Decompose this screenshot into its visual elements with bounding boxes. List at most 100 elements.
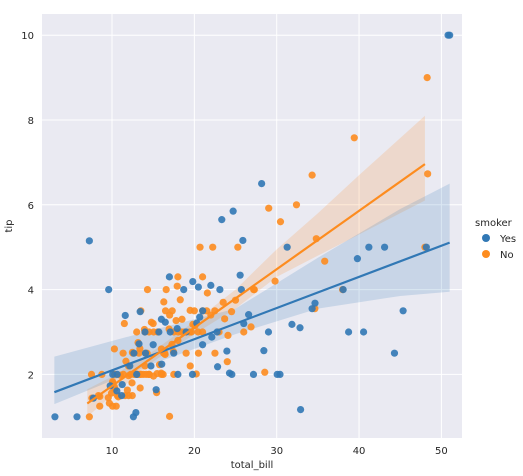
data-point-yes bbox=[189, 277, 197, 286]
data-point-yes bbox=[345, 328, 353, 336]
data-point-no bbox=[182, 349, 190, 357]
data-point-yes bbox=[147, 362, 155, 370]
data-point-yes bbox=[118, 380, 126, 389]
x-tick-label: 50 bbox=[435, 446, 448, 457]
data-point-no bbox=[321, 257, 329, 265]
data-point-no bbox=[87, 370, 96, 378]
data-point-yes bbox=[237, 286, 245, 294]
x-axis-label: total_bill bbox=[231, 460, 274, 471]
data-point-no bbox=[203, 289, 211, 297]
data-point-yes bbox=[130, 349, 138, 357]
data-point-yes bbox=[260, 347, 268, 355]
data-point-yes bbox=[308, 305, 316, 313]
data-point-no bbox=[105, 399, 113, 407]
data-point-no bbox=[136, 384, 144, 392]
data-point-yes bbox=[239, 236, 247, 245]
data-point-yes bbox=[198, 341, 207, 349]
data-point-yes bbox=[170, 349, 178, 357]
x-tick-label: 30 bbox=[270, 446, 283, 457]
data-point-yes bbox=[129, 413, 138, 421]
data-point-no bbox=[423, 74, 431, 82]
data-point-no bbox=[162, 286, 170, 294]
data-point-yes bbox=[296, 324, 304, 332]
data-point-no bbox=[176, 296, 184, 304]
data-point-yes bbox=[135, 340, 143, 348]
data-point-yes bbox=[229, 207, 237, 215]
data-point-no bbox=[104, 394, 112, 402]
data-point-yes bbox=[258, 180, 266, 188]
data-point-yes bbox=[141, 328, 149, 336]
data-point-yes bbox=[311, 299, 319, 307]
data-point-yes bbox=[113, 387, 121, 395]
data-point-yes bbox=[85, 237, 93, 245]
x-tick-label: 20 bbox=[188, 446, 201, 457]
regression-line-yes bbox=[53, 241, 451, 394]
data-point-yes bbox=[158, 360, 166, 368]
data-point-yes bbox=[339, 286, 347, 294]
data-point-no bbox=[265, 204, 273, 212]
data-point-no bbox=[161, 307, 170, 315]
legend-title: smoker bbox=[475, 218, 513, 229]
data-point-yes bbox=[444, 31, 452, 39]
data-point-no bbox=[174, 273, 182, 281]
data-point-yes bbox=[216, 286, 224, 294]
data-point-no bbox=[178, 315, 186, 323]
data-point-no bbox=[186, 362, 194, 370]
legend: smoker Yes No bbox=[475, 218, 516, 261]
data-point-no bbox=[149, 319, 157, 328]
data-point-no bbox=[165, 412, 174, 420]
data-point-yes bbox=[105, 286, 113, 294]
data-point-no bbox=[240, 328, 248, 336]
data-point-yes bbox=[283, 243, 291, 251]
data-point-no bbox=[234, 243, 242, 251]
data-point-yes bbox=[223, 347, 231, 355]
data-point-no bbox=[224, 331, 232, 339]
data-point-no bbox=[119, 349, 127, 357]
data-point-yes bbox=[213, 363, 222, 371]
data-point-no bbox=[133, 328, 141, 336]
data-point-yes bbox=[109, 370, 117, 378]
data-point-yes bbox=[133, 370, 141, 378]
data-point-yes bbox=[136, 308, 144, 316]
data-point-yes bbox=[149, 341, 157, 349]
x-tick-label: 40 bbox=[353, 446, 366, 457]
data-point-no bbox=[172, 316, 180, 325]
data-point-no bbox=[271, 277, 279, 285]
y-tick-label: 4 bbox=[28, 286, 34, 297]
data-point-yes bbox=[353, 255, 362, 263]
legend-marker-no bbox=[482, 250, 490, 258]
data-point-no bbox=[198, 273, 207, 281]
data-point-yes bbox=[207, 281, 215, 289]
data-point-yes bbox=[196, 313, 204, 321]
data-point-no bbox=[198, 328, 207, 336]
tick-labels: 10 20 30 40 50 2 4 6 8 10 bbox=[21, 31, 448, 457]
data-point-no bbox=[424, 170, 432, 178]
data-point-no bbox=[194, 349, 203, 357]
data-point-no bbox=[96, 402, 104, 410]
data-point-yes bbox=[165, 273, 173, 281]
data-point-no bbox=[173, 282, 181, 290]
data-point-yes bbox=[359, 328, 368, 336]
data-point-no bbox=[223, 358, 231, 366]
data-point-no bbox=[308, 171, 316, 179]
y-axis-label: tip bbox=[4, 219, 15, 232]
data-point-yes bbox=[245, 311, 253, 319]
data-point-yes bbox=[249, 370, 258, 378]
data-point-no bbox=[120, 319, 128, 328]
data-point-yes bbox=[180, 286, 188, 294]
data-point-yes bbox=[157, 315, 166, 323]
data-point-yes bbox=[399, 307, 407, 315]
data-point-yes bbox=[73, 413, 81, 421]
data-point-no bbox=[350, 134, 358, 142]
data-point-no bbox=[190, 307, 198, 315]
data-point-no bbox=[209, 243, 217, 251]
data-point-yes bbox=[174, 370, 182, 378]
data-point-no bbox=[261, 368, 269, 376]
data-point-yes bbox=[273, 370, 281, 378]
data-point-yes bbox=[390, 349, 399, 357]
data-point-yes bbox=[141, 349, 150, 357]
data-point-yes bbox=[380, 243, 389, 251]
data-point-yes bbox=[194, 283, 202, 291]
data-point-yes bbox=[152, 386, 160, 394]
y-tick-label: 8 bbox=[28, 116, 34, 127]
